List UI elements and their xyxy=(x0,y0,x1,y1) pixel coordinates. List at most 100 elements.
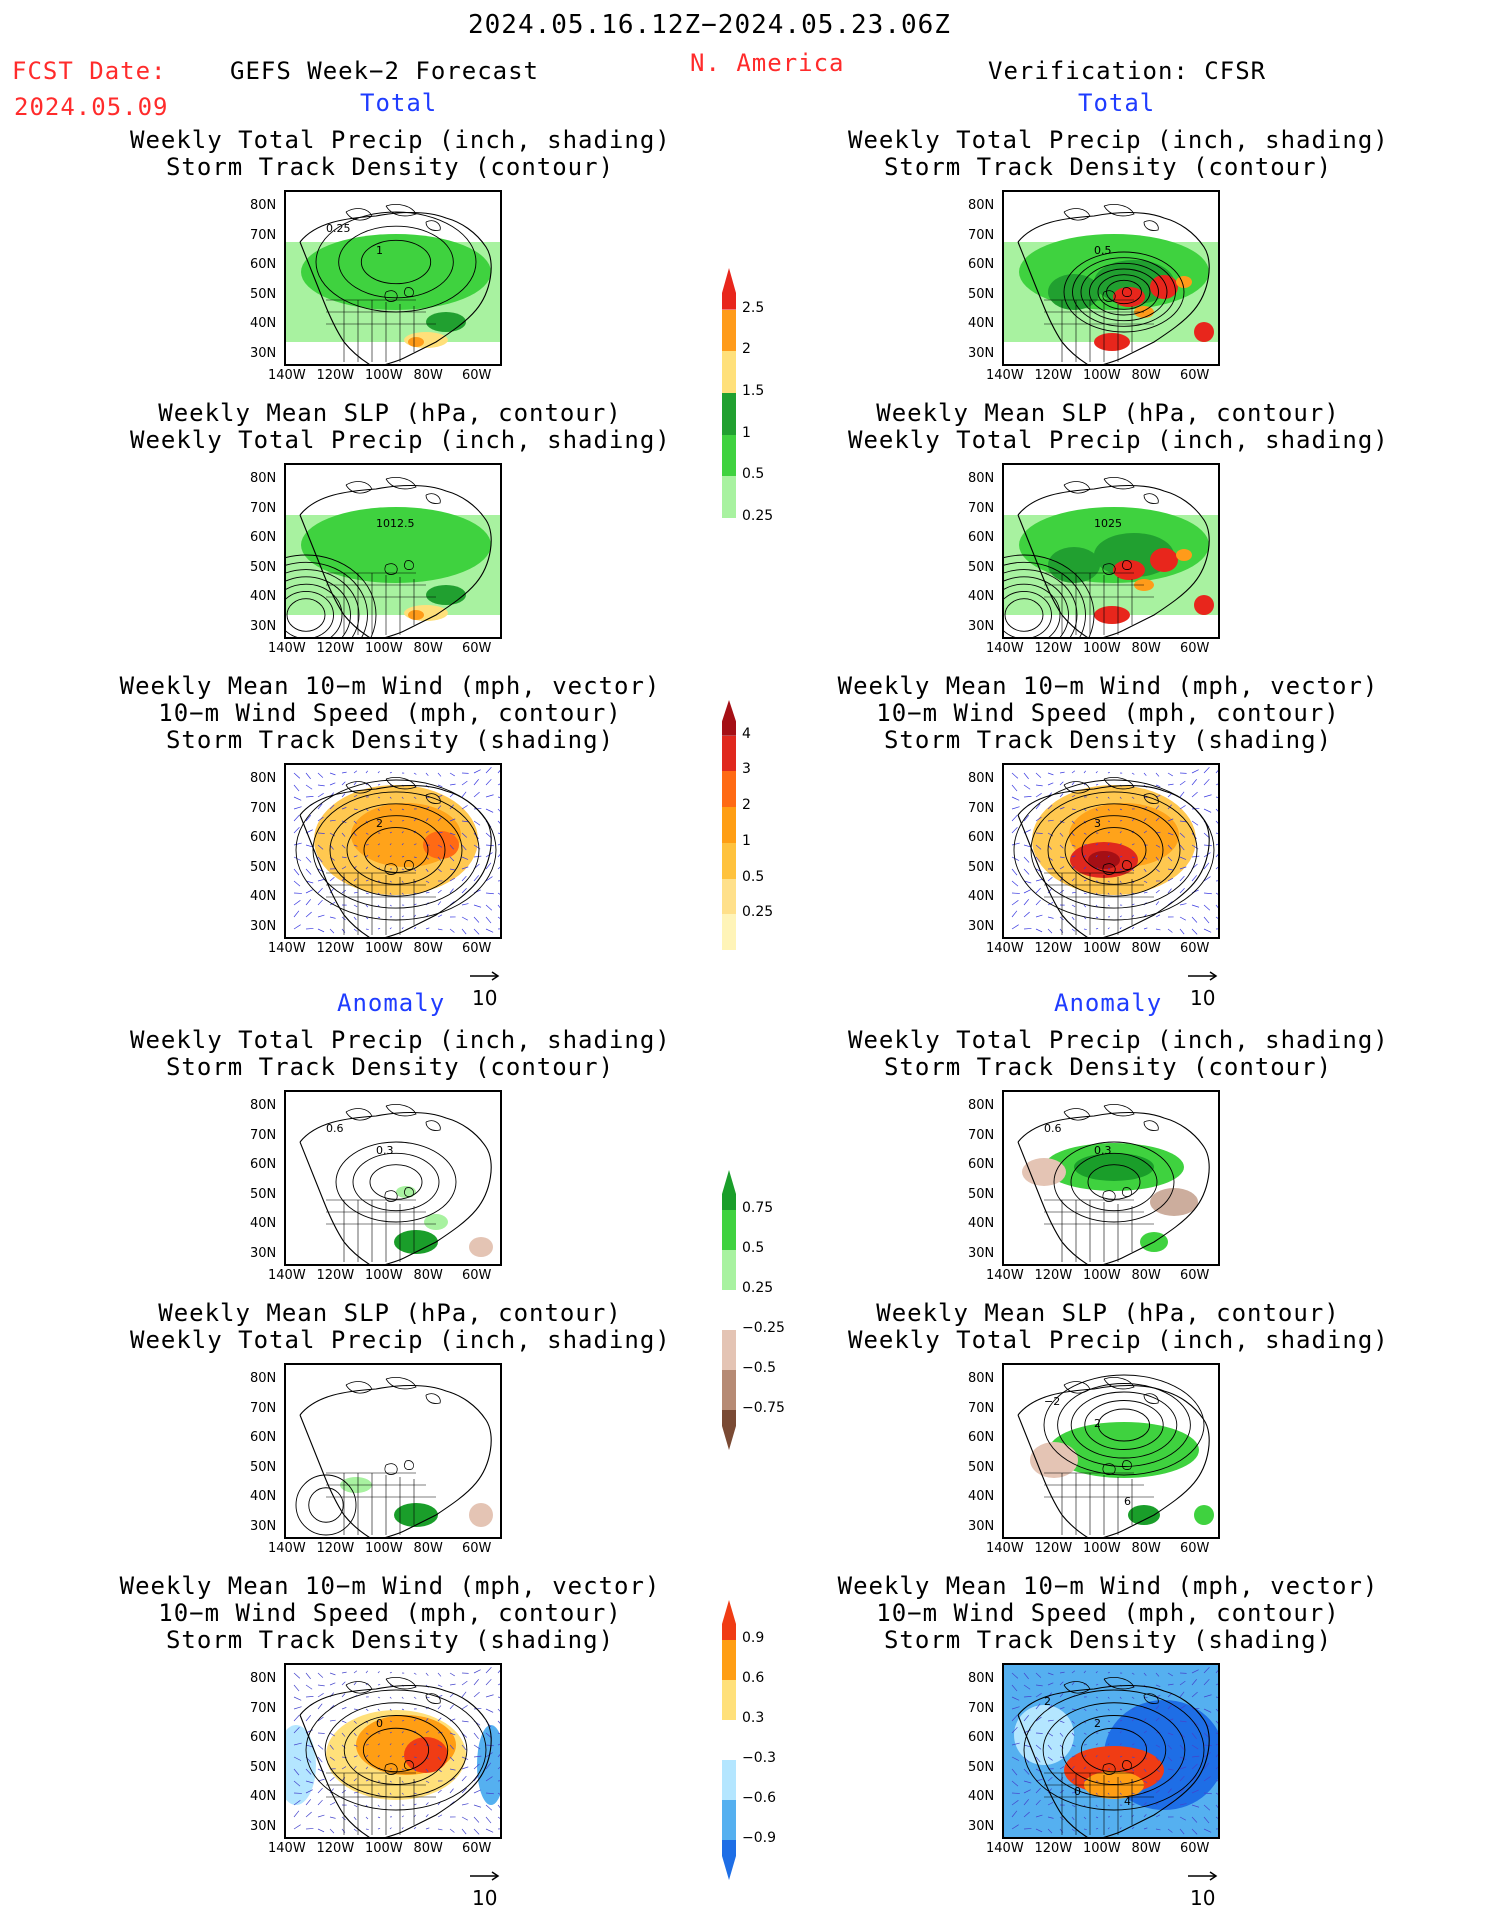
vector-ref-right-anom: 10 xyxy=(1186,1862,1220,1910)
lat-tick-label: 40N xyxy=(968,1216,995,1231)
lon-tick-label: 100W xyxy=(1083,641,1121,656)
lon-tick-label: 80W xyxy=(1131,1541,1161,1556)
lon-tick-label: 80W xyxy=(413,1268,443,1283)
lat-tick-label: 50N xyxy=(968,859,995,875)
colorbar-label: −0.6 xyxy=(742,1790,776,1806)
lat-tick-label: 50N xyxy=(968,286,995,302)
map-contour-label: 0.3 xyxy=(1094,1144,1112,1157)
lat-tick-label: 60N xyxy=(250,1730,277,1745)
lat-tick-label: 50N xyxy=(968,559,995,575)
lon-tick-label: 100W xyxy=(1083,368,1121,383)
lon-tick-label: 100W xyxy=(1083,1841,1121,1856)
colorbar-label: 0.5 xyxy=(742,868,765,885)
colorbar-segment xyxy=(722,1680,736,1720)
map-contour-label: 1 xyxy=(376,244,383,257)
lat-tick-label: 80N xyxy=(250,198,277,213)
lon-tick-label: 140W xyxy=(986,941,1024,956)
lat-tick-label: 70N xyxy=(250,1400,277,1416)
lon-tick-label: 140W xyxy=(986,641,1024,656)
lat-tick-label: 40N xyxy=(250,316,277,331)
lon-tick-label: 60W xyxy=(462,1268,492,1283)
lon-tick-label: 60W xyxy=(462,1841,492,1856)
section-anomaly-right: Anomaly xyxy=(1054,989,1163,1017)
lon-tick-label: 120W xyxy=(1034,941,1073,956)
lat-tick-label: 60N xyxy=(250,257,277,272)
colorbar-segment xyxy=(722,1840,736,1880)
lat-tick-label: 40N xyxy=(250,589,277,604)
lon-tick-label: 120W xyxy=(1034,368,1073,383)
lat-tick-label: 80N xyxy=(250,1671,277,1686)
lat-tick-label: 60N xyxy=(250,530,277,545)
colorbar-label: 1 xyxy=(742,424,751,441)
map-contour-label: 1025 xyxy=(1094,517,1122,530)
colorbar-label: 0.5 xyxy=(742,466,765,483)
lat-tick-label: 40N xyxy=(250,889,277,904)
lat-tick-label: 70N xyxy=(250,1127,277,1143)
lat-tick-label: 70N xyxy=(250,227,277,243)
vector-arrow-icon xyxy=(470,971,500,981)
colorbar-label: 0.5 xyxy=(742,1240,765,1256)
map-right-slp-total: 1025 xyxy=(1002,463,1220,639)
colorbar-label: 4 xyxy=(742,725,751,742)
lat-tick-label: 70N xyxy=(968,1400,995,1416)
map-left-slp-total: 1012.5 xyxy=(284,463,502,639)
map-contour-label: 0.25 xyxy=(326,222,351,235)
map-contour-label: 0 xyxy=(1074,1785,1081,1798)
map-contour-label: 4 xyxy=(1124,1795,1131,1808)
lat-tick-label: 50N xyxy=(968,1186,995,1202)
lat-tick-label: 70N xyxy=(968,1700,995,1716)
map-left-slp-anom xyxy=(284,1363,502,1539)
title-right-precip-total: Weekly Total Precip (inch, shading) Stor… xyxy=(848,126,1389,181)
fcst-date-value: 2024.05.09 xyxy=(14,93,169,121)
colorbar-label: 1 xyxy=(742,832,751,849)
lon-tick-label: 140W xyxy=(268,368,306,383)
lon-tick-label: 80W xyxy=(1131,1268,1161,1283)
lat-tick-label: 40N xyxy=(968,316,995,331)
lon-tick-label: 60W xyxy=(1180,1268,1210,1283)
lon-tick-label: 60W xyxy=(1180,1841,1210,1856)
colorbar-label: −0.5 xyxy=(742,1360,776,1376)
lon-tick-label: 120W xyxy=(1034,1268,1073,1283)
colorbar-segment xyxy=(722,476,736,518)
colorbar-storm-total xyxy=(722,700,736,950)
vector-ref-value: 10 xyxy=(1190,986,1216,1010)
colorbar-segment xyxy=(722,1600,736,1640)
vector-ref-value: 10 xyxy=(1190,1886,1216,1910)
colorbar-segment xyxy=(722,351,736,393)
colorbar-label: 0.3 xyxy=(742,1710,765,1726)
lat-tick-label: 50N xyxy=(250,859,277,875)
lat-tick-label: 40N xyxy=(968,589,995,604)
lat-tick-label: 70N xyxy=(968,500,995,516)
lon-tick-label: 60W xyxy=(462,941,492,956)
map-contour-label: −2 xyxy=(1044,1395,1060,1408)
colorbar-segment xyxy=(722,735,736,772)
colorbar-label: 0.6 xyxy=(742,1670,765,1686)
lon-tick-label: 80W xyxy=(1131,941,1161,956)
map-contour-label: 2 xyxy=(1094,1417,1101,1430)
title-right-slp-anom: Weekly Mean SLP (hPa, contour) Weekly To… xyxy=(848,1299,1389,1354)
colorbar-storm-anomaly xyxy=(722,1600,736,1880)
lon-tick-label: 60W xyxy=(1180,1541,1210,1556)
colorbar-segment xyxy=(722,1170,736,1210)
lat-tick-label: 80N xyxy=(250,1371,277,1386)
lat-tick-label: 70N xyxy=(968,227,995,243)
lon-tick-label: 120W xyxy=(316,1541,355,1556)
colorbar-segment xyxy=(722,807,736,843)
map-contour-label: 2 xyxy=(1044,1695,1051,1708)
colorbar-label: −0.25 xyxy=(742,1320,785,1336)
colorbar-label: 0.75 xyxy=(742,1200,774,1216)
lon-tick-label: 100W xyxy=(365,1541,403,1556)
lat-tick-label: 60N xyxy=(968,530,995,545)
colorbar-label: 1.5 xyxy=(742,383,765,399)
lat-tick-label: 30N xyxy=(250,1518,277,1534)
title-left-wind-anom: Weekly Mean 10−m Wind (mph, vector) 10−m… xyxy=(119,1572,661,1654)
colorbar-label: 2 xyxy=(742,341,751,358)
lat-tick-label: 40N xyxy=(250,1216,277,1231)
lon-tick-label: 120W xyxy=(316,368,355,383)
lat-tick-label: 80N xyxy=(968,1671,995,1686)
lat-tick-label: 30N xyxy=(968,1818,995,1834)
map-left-precip-total: 1 0.25 xyxy=(284,190,502,366)
lon-tick-label: 140W xyxy=(268,1541,306,1556)
lat-tick-label: 30N xyxy=(968,618,995,634)
lon-tick-label: 120W xyxy=(316,641,355,656)
